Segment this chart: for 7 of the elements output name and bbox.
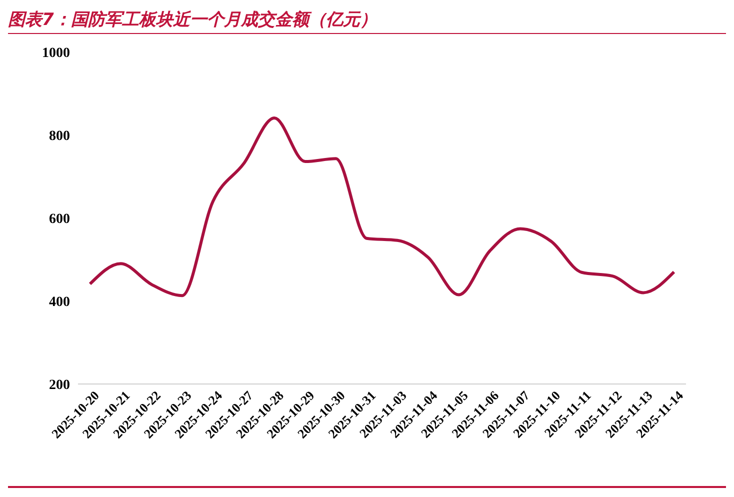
y-tick-label: 1000 bbox=[42, 46, 70, 61]
y-tick-label: 200 bbox=[49, 378, 70, 393]
y-tick-label: 400 bbox=[49, 294, 70, 310]
line-series bbox=[88, 116, 676, 298]
y-tick-label: 600 bbox=[49, 212, 70, 227]
y-tick-label: 800 bbox=[49, 128, 70, 144]
chart-title: 图表7：国防军工板块近一个月成交金额（亿元） bbox=[8, 8, 726, 34]
